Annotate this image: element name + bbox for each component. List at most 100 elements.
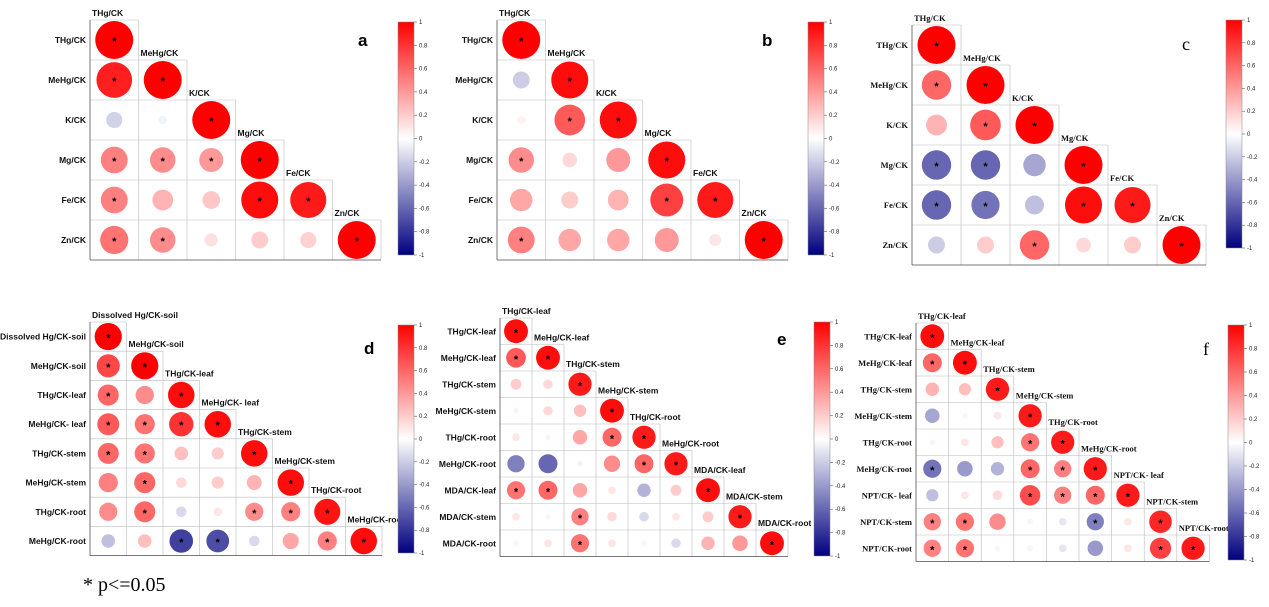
- correlation-circle: [985, 377, 1010, 401]
- correlation-circle: [992, 490, 1003, 500]
- correlation-circle: [513, 540, 519, 546]
- correlation-circle: [513, 408, 519, 414]
- correlation-circle: [572, 430, 588, 445]
- colorbar-tick-label: 1: [1247, 18, 1251, 24]
- colorbar-tick-label: 0.4: [419, 391, 428, 397]
- significance-star: *: [143, 420, 148, 432]
- significance-star: *: [216, 537, 221, 549]
- correlation-circle: [134, 501, 156, 523]
- correlation-circle: [245, 502, 264, 521]
- correlation-circle: [97, 442, 119, 464]
- correlation-circle: [506, 347, 526, 368]
- correlation-circle: [921, 70, 952, 100]
- significance-star: *: [514, 354, 519, 366]
- column-label: K/CK: [596, 88, 618, 98]
- correlation-circle: [709, 233, 722, 247]
- colorbar-tick-label: -1: [835, 554, 841, 560]
- correlation-circle: [100, 186, 128, 214]
- correlation-circle: [1162, 226, 1201, 264]
- significance-star: *: [963, 544, 968, 556]
- row-label: MeHg/CK-root: [439, 459, 496, 469]
- correlation-circle: [206, 529, 230, 553]
- column-label: MeHg/CK: [548, 48, 587, 58]
- correlation-circle: [536, 345, 560, 370]
- significance-star: *: [934, 41, 939, 53]
- significance-star: *: [930, 359, 935, 371]
- correlation-circle: [926, 489, 939, 502]
- significance-star: *: [252, 508, 257, 520]
- correlation-circle: [169, 529, 194, 553]
- row-label: MeHg/CK-stem: [436, 406, 497, 416]
- colorbar-tick-label: 0.8: [419, 43, 428, 49]
- colorbar-tick-label: 0.2: [835, 414, 844, 420]
- colorbar-tick-label: -0.6: [419, 206, 430, 212]
- significance-star: *: [112, 196, 117, 208]
- column-label: NPT/CK-stem: [1146, 497, 1198, 507]
- colorbar-tick-label: 0.8: [1247, 41, 1256, 47]
- column-label: THg/CK-leaf: [165, 368, 214, 378]
- row-label: Fe/CK: [468, 195, 493, 205]
- significance-star: *: [706, 486, 711, 498]
- column-label: THg/CK-root: [311, 485, 362, 495]
- significance-star: *: [289, 479, 294, 491]
- significance-star: *: [106, 333, 111, 345]
- correlation-circle: [955, 512, 974, 531]
- correlation-circle: [607, 228, 630, 252]
- significance-star: *: [252, 449, 257, 461]
- correlation-circle: [544, 539, 552, 548]
- significance-star: *: [1061, 491, 1066, 503]
- correlation-circle: [134, 443, 155, 464]
- column-label: THg/CK: [499, 8, 531, 18]
- significance-star: *: [143, 508, 148, 520]
- correlation-circle: [1064, 146, 1103, 184]
- row-label: MeHg/CK-stem: [854, 411, 912, 421]
- row-label: Mg/CK: [59, 155, 87, 165]
- significance-star: *: [519, 156, 524, 168]
- correlation-circle: [600, 398, 624, 423]
- colorbar-tick-label: 0.8: [829, 43, 838, 49]
- colorbar-tick-label: -0.8: [835, 531, 846, 537]
- significance-star: *: [1061, 465, 1066, 477]
- panel-c: THg/CK MeHg/CK K/CK Mg/CK Fe/CK Zn/CK THg/CK Me…: [870, 13, 1258, 266]
- panel-d: Dissolved Hg/CK-soil MeHg/CK-soil THg/CK-l…: [0, 310, 430, 557]
- row-label: Fe/CK: [61, 195, 86, 205]
- significance-star: *: [616, 116, 621, 128]
- correlation-circle: [1020, 459, 1040, 479]
- correlation-circle: [554, 104, 586, 136]
- significance-star: *: [983, 201, 988, 213]
- column-label: K/CK: [189, 88, 211, 98]
- correlation-circle: [97, 413, 120, 436]
- correlation-circle: [512, 433, 520, 442]
- correlation-circle: [1015, 106, 1054, 144]
- row-label: THg/CK: [55, 35, 87, 45]
- column-label: MeHg/CK-leaf: [534, 333, 589, 343]
- colorbar-tick-label: -0.4: [1249, 488, 1260, 494]
- correlation-circle: [670, 484, 682, 496]
- colorbar-tick-label: 0: [419, 437, 423, 443]
- colorbar-tick-label: -1: [419, 253, 425, 259]
- column-label: MeHg/CK-root: [662, 439, 719, 449]
- correlation-circle: [1086, 513, 1104, 531]
- correlation-circle: [134, 414, 155, 435]
- correlation-circle: [958, 383, 972, 396]
- correlation-circle: [991, 436, 1004, 449]
- correlation-circle: [350, 527, 378, 555]
- correlation-circle: [760, 531, 784, 556]
- correlation-circle: [957, 461, 973, 477]
- correlation-circle: [1021, 433, 1040, 452]
- colorbar-tick-label: -0.2: [1249, 464, 1260, 470]
- column-label: MeHg/CK-stem: [275, 456, 336, 466]
- column-label: MeHg/CK-leaf: [951, 338, 1005, 348]
- significance-star: *: [143, 362, 148, 374]
- column-label: THg/CK-leaf: [918, 311, 966, 321]
- correlation-circle: [1027, 519, 1033, 525]
- significance-star: *: [209, 156, 214, 168]
- column-label: THg/CK-leaf: [502, 306, 551, 316]
- correlation-circle: [248, 535, 260, 547]
- colorbar: [397, 21, 415, 256]
- correlation-circle: [143, 61, 182, 99]
- correlation-circle: [202, 191, 221, 209]
- significance-star: *: [258, 156, 263, 168]
- correlation-circle: [199, 147, 224, 173]
